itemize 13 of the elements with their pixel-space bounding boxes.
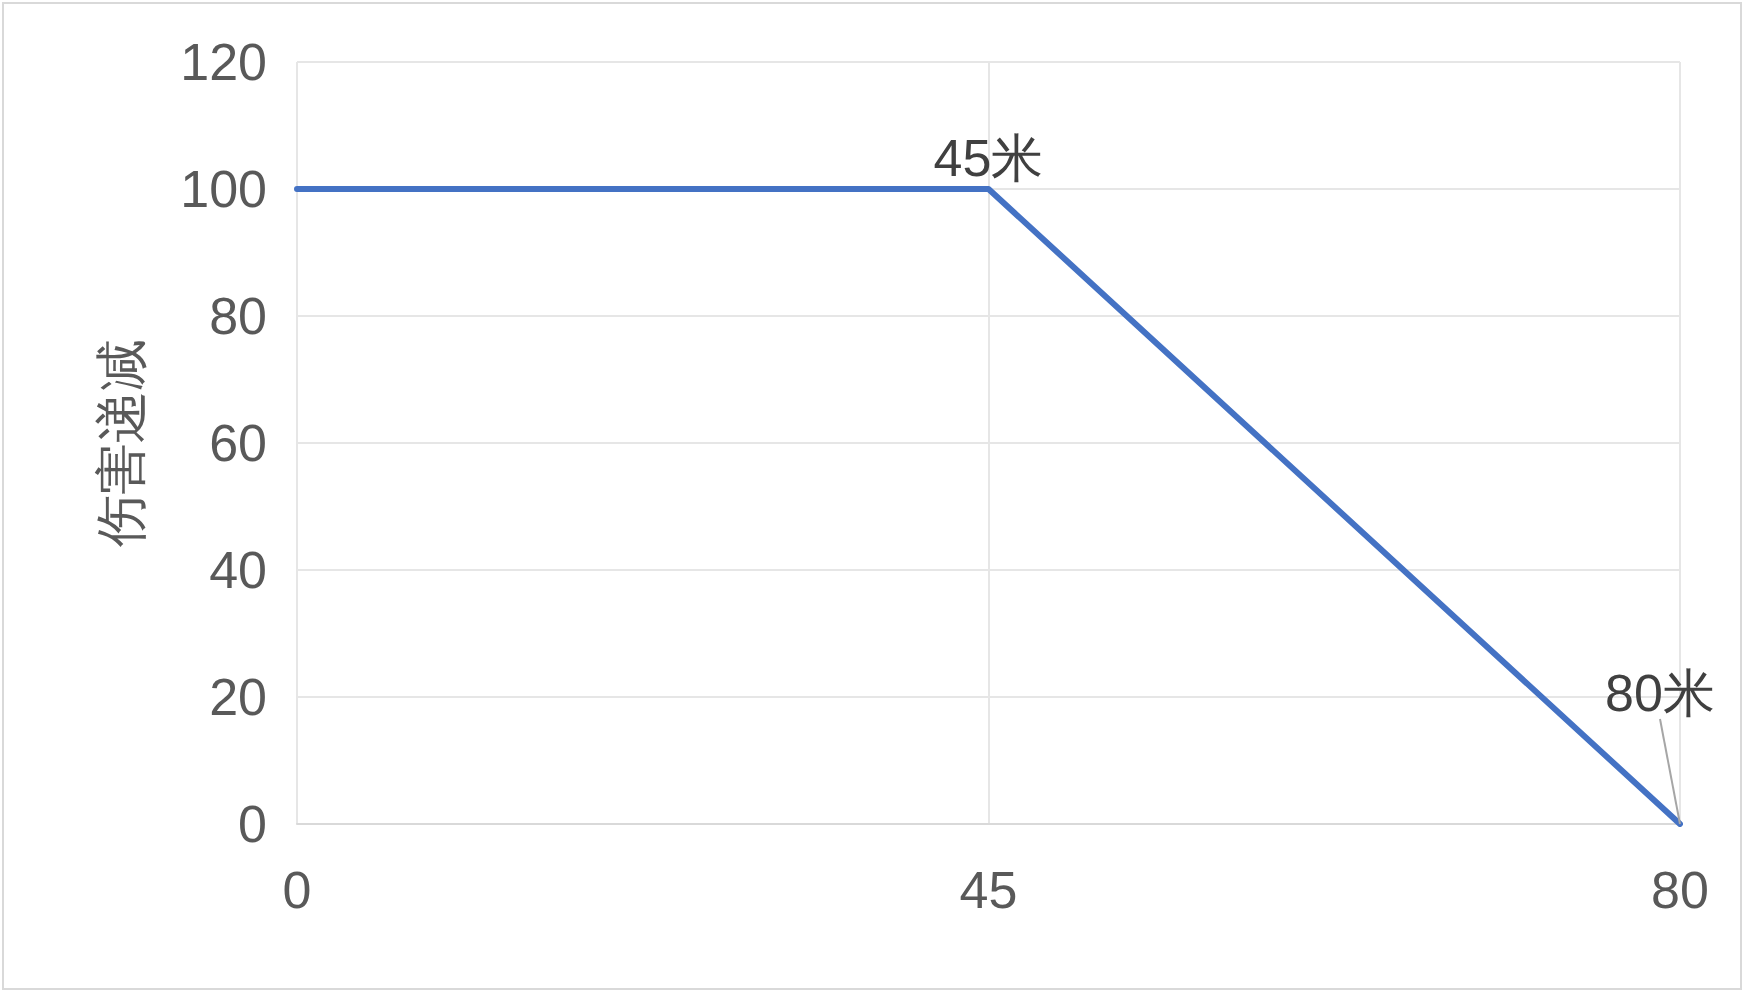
x-tick-label: 45 [959, 861, 1018, 919]
annotation: 80米 [1605, 663, 1715, 722]
y-tick-label: 120 [180, 33, 267, 91]
x-tick-label: 80 [1651, 861, 1709, 919]
y-tick-label: 20 [209, 668, 267, 726]
y-axis-title: 伤害递减 [92, 339, 150, 547]
y-tick-label: 0 [238, 795, 267, 853]
annotation: 45米 [933, 128, 1044, 187]
y-tick-label: 80 [209, 287, 267, 345]
y-tick-label: 40 [209, 541, 267, 599]
y-tick-label: 100 [180, 160, 267, 218]
x-tick-label: 0 [282, 861, 312, 919]
y-tick-label: 60 [209, 414, 267, 472]
